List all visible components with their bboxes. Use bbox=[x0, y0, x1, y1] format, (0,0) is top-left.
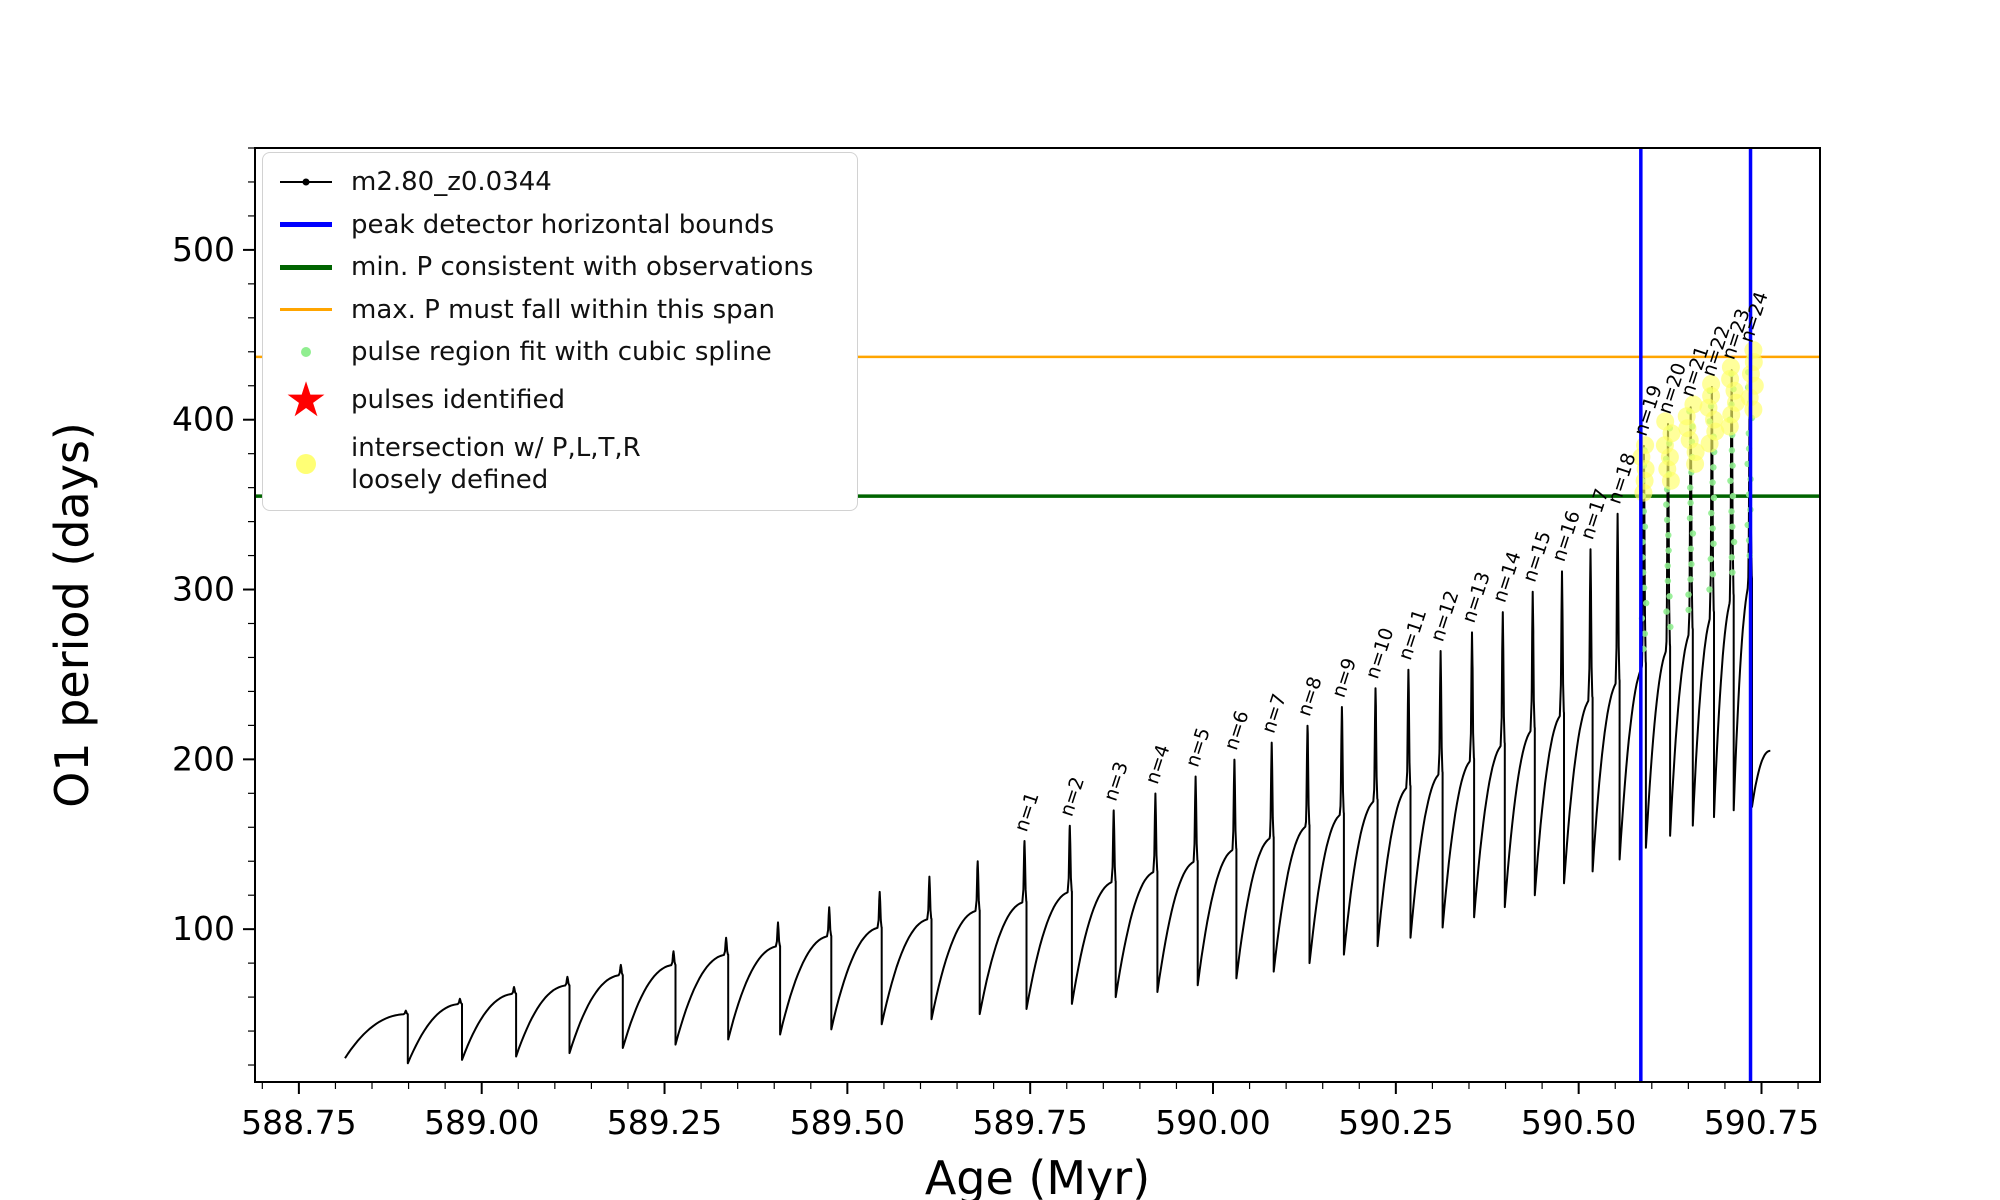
svg-text:590.25: 590.25 bbox=[1338, 1103, 1453, 1142]
svg-text:100: 100 bbox=[172, 909, 235, 948]
legend-label-bounds: peak detector horizontal bounds bbox=[351, 209, 775, 240]
y-axis-ticks: 100 200 300 400 500 bbox=[172, 147, 255, 1066]
legend-item-series: m2.80_z0.0344 bbox=[277, 161, 843, 204]
legend-item-spline: pulse region fit with cubic spline bbox=[277, 331, 843, 374]
green-dot-marker-icon bbox=[277, 347, 335, 358]
green-line-marker-icon bbox=[277, 264, 335, 270]
red-star-icon: ★ bbox=[284, 371, 328, 428]
svg-text:500: 500 bbox=[172, 230, 235, 269]
svg-text:590.00: 590.00 bbox=[1155, 1103, 1270, 1142]
legend-label-max-p: max. P must fall within this span bbox=[351, 294, 776, 325]
orange-line-marker-icon bbox=[277, 308, 335, 312]
yellow-dot-marker-icon bbox=[277, 454, 335, 475]
svg-text:590.75: 590.75 bbox=[1704, 1103, 1819, 1142]
legend-item-pulses: ★ pulses identified bbox=[277, 374, 843, 427]
legend-label-series: m2.80_z0.0344 bbox=[351, 167, 552, 197]
blue-line-marker-icon bbox=[277, 222, 335, 228]
legend-item-bounds: peak detector horizontal bounds bbox=[277, 204, 843, 247]
svg-text:589.00: 589.00 bbox=[424, 1103, 539, 1142]
svg-text:400: 400 bbox=[172, 400, 235, 439]
x-axis-label: Age (Myr) bbox=[925, 1151, 1150, 1200]
legend-label-min-p: min. P consistent with observations bbox=[351, 252, 814, 282]
svg-text:590.50: 590.50 bbox=[1521, 1103, 1636, 1142]
svg-text:300: 300 bbox=[172, 570, 235, 609]
legend-item-intersection: intersection w/ P,L,T,R loosely defined bbox=[277, 427, 843, 502]
legend-label-intersection: intersection w/ P,L,T,R loosely defined bbox=[351, 432, 641, 496]
legend: m2.80_z0.0344 peak detector horizontal b… bbox=[262, 152, 858, 511]
plot-frame bbox=[254, 147, 1821, 1083]
intersection-dots bbox=[1632, 341, 1764, 502]
line-dot-marker-icon bbox=[277, 178, 335, 186]
svg-text:588.75: 588.75 bbox=[241, 1103, 356, 1142]
svg-text:589.25: 589.25 bbox=[607, 1103, 722, 1142]
y-axis-label: O1 period (days) bbox=[45, 422, 99, 808]
legend-label-spline: pulse region fit with cubic spline bbox=[351, 337, 772, 367]
svg-text:589.75: 589.75 bbox=[972, 1103, 1087, 1142]
svg-text:589.50: 589.50 bbox=[790, 1103, 905, 1142]
svg-text:200: 200 bbox=[172, 739, 235, 778]
legend-label-pulses: pulses identified bbox=[351, 384, 566, 415]
legend-item-max-p: max. P must fall within this span bbox=[277, 289, 843, 332]
x-axis-ticks: 588.75 589.00 589.25 589.50 589.75 590.00 590.… bbox=[241, 1082, 1819, 1142]
legend-item-min-p: min. P consistent with observations bbox=[277, 246, 843, 289]
